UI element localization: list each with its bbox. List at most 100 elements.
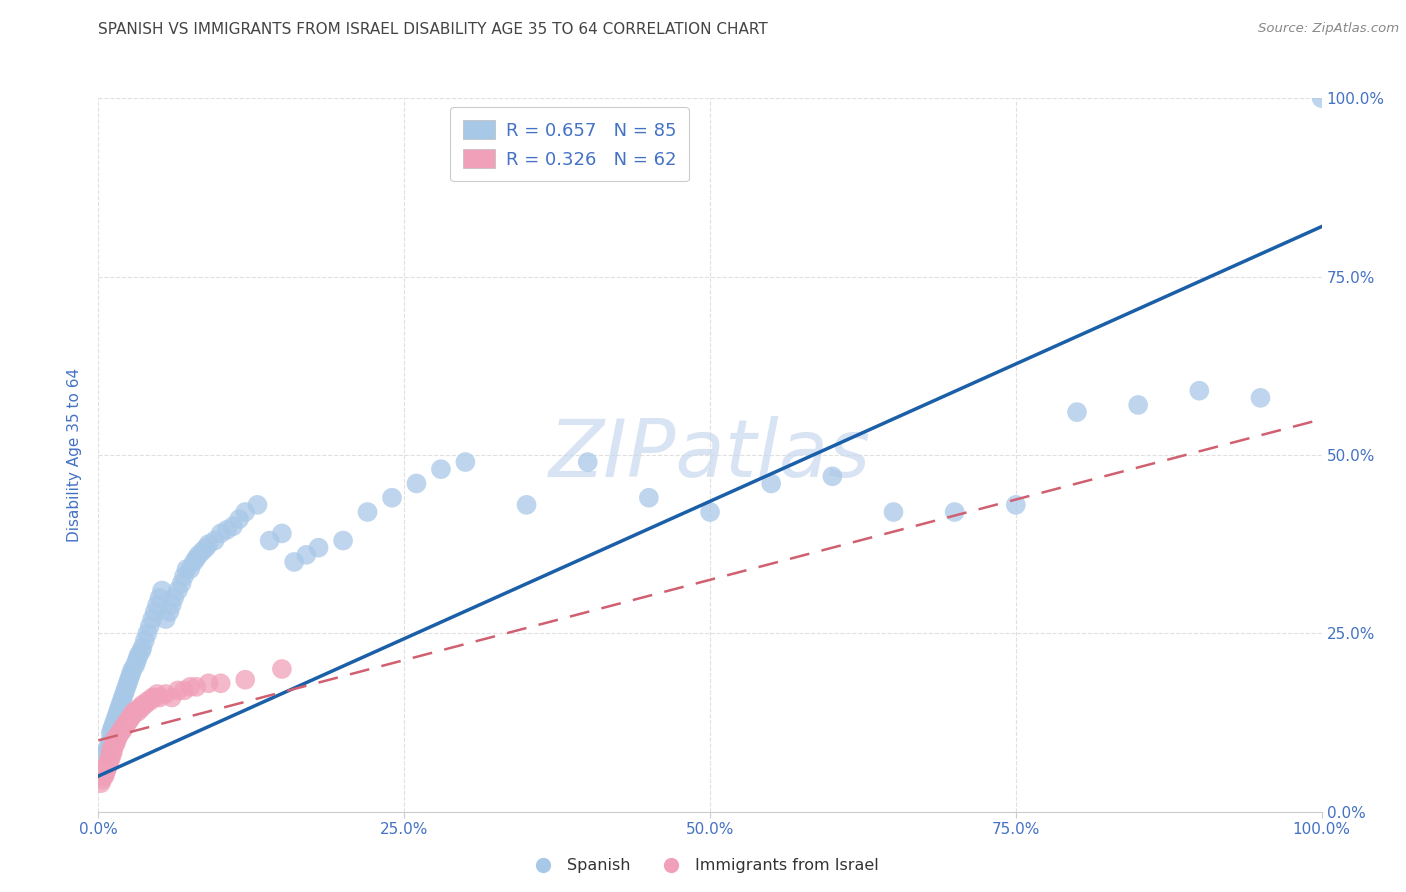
- Point: [187, 548, 209, 562]
- Point: [101, 740, 124, 755]
- Point: [129, 701, 152, 715]
- Point: [430, 462, 453, 476]
- Point: [108, 726, 131, 740]
- Point: [197, 676, 219, 690]
- Point: [146, 598, 169, 612]
- Point: [381, 491, 404, 505]
- Point: [160, 598, 183, 612]
- Point: [179, 680, 201, 694]
- Point: [94, 762, 117, 776]
- Point: [121, 662, 143, 676]
- Point: [103, 737, 125, 751]
- Point: [295, 548, 318, 562]
- Point: [155, 612, 177, 626]
- Point: [131, 640, 153, 655]
- Point: [1066, 405, 1088, 419]
- Point: [209, 676, 232, 690]
- Point: [222, 519, 245, 533]
- Point: [97, 755, 120, 769]
- Point: [128, 648, 150, 662]
- Point: [186, 551, 208, 566]
- Point: [120, 708, 142, 723]
- Point: [115, 715, 138, 730]
- Text: SPANISH VS IMMIGRANTS FROM ISRAEL DISABILITY AGE 35 TO 64 CORRELATION CHART: SPANISH VS IMMIGRANTS FROM ISRAEL DISABI…: [98, 22, 768, 37]
- Point: [638, 491, 661, 505]
- Point: [96, 762, 118, 776]
- Point: [107, 730, 129, 744]
- Point: [90, 776, 112, 790]
- Point: [215, 523, 238, 537]
- Point: [143, 690, 166, 705]
- Point: [149, 690, 172, 705]
- Text: ZIPatlas: ZIPatlas: [548, 416, 872, 494]
- Point: [100, 733, 122, 747]
- Point: [1128, 398, 1150, 412]
- Point: [283, 555, 305, 569]
- Point: [127, 705, 149, 719]
- Point: [233, 673, 256, 687]
- Point: [134, 698, 156, 712]
- Point: [141, 690, 163, 705]
- Point: [97, 758, 120, 772]
- Point: [101, 740, 124, 755]
- Point: [98, 737, 121, 751]
- Point: [454, 455, 477, 469]
- Point: [120, 669, 142, 683]
- Point: [128, 701, 150, 715]
- Point: [96, 758, 118, 772]
- Point: [117, 676, 139, 690]
- Point: [114, 683, 136, 698]
- Point: [124, 658, 146, 673]
- Point: [129, 644, 152, 658]
- Point: [100, 726, 122, 740]
- Point: [136, 626, 159, 640]
- Point: [112, 719, 135, 733]
- Point: [127, 651, 149, 665]
- Point: [176, 562, 198, 576]
- Point: [120, 665, 142, 680]
- Point: [105, 730, 128, 744]
- Point: [100, 744, 122, 758]
- Point: [150, 583, 173, 598]
- Point: [197, 537, 219, 551]
- Point: [139, 619, 162, 633]
- Point: [103, 715, 125, 730]
- Point: [104, 712, 127, 726]
- Point: [131, 698, 153, 712]
- Point: [100, 747, 122, 762]
- Point: [118, 712, 141, 726]
- Point: [105, 733, 128, 747]
- Point: [105, 708, 128, 723]
- Point: [120, 712, 142, 726]
- Point: [356, 505, 378, 519]
- Point: [104, 737, 127, 751]
- Point: [143, 605, 166, 619]
- Point: [94, 765, 117, 780]
- Point: [761, 476, 783, 491]
- Point: [93, 765, 115, 780]
- Point: [1310, 91, 1333, 105]
- Point: [111, 690, 134, 705]
- Point: [149, 591, 172, 605]
- Text: Source: ZipAtlas.com: Source: ZipAtlas.com: [1258, 22, 1399, 36]
- Point: [943, 505, 966, 519]
- Point: [195, 541, 218, 555]
- Point: [114, 719, 136, 733]
- Point: [173, 683, 195, 698]
- Point: [186, 680, 208, 694]
- Point: [515, 498, 537, 512]
- Point: [118, 673, 141, 687]
- Point: [104, 733, 127, 747]
- Point: [93, 769, 115, 783]
- Point: [246, 498, 269, 512]
- Point: [136, 694, 159, 708]
- Point: [134, 633, 156, 648]
- Point: [111, 723, 134, 737]
- Point: [821, 469, 844, 483]
- Point: [228, 512, 250, 526]
- Point: [115, 680, 138, 694]
- Point: [167, 683, 190, 698]
- Point: [163, 591, 186, 605]
- Point: [111, 694, 134, 708]
- Point: [155, 687, 177, 701]
